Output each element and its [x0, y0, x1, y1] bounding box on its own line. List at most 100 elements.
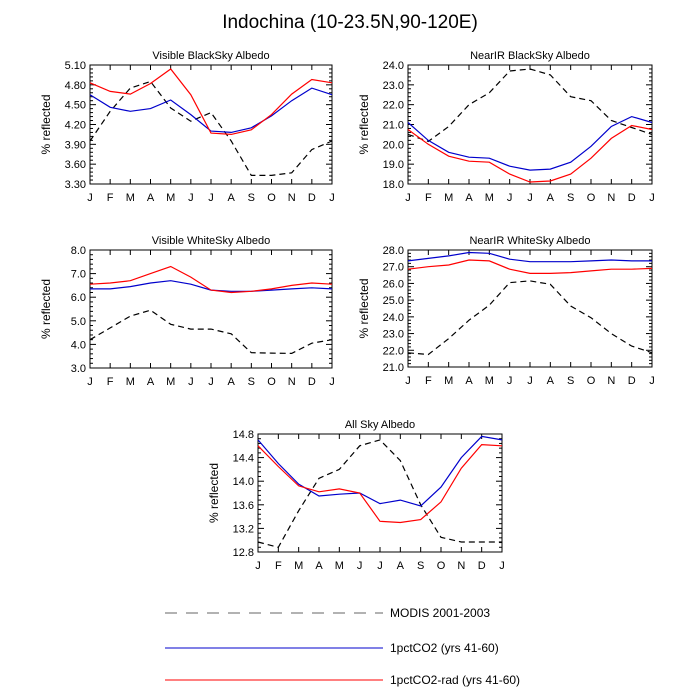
series-line-1 — [89, 80, 333, 176]
x-tick-label: J — [405, 192, 411, 204]
y-axis-label: % reflected — [39, 94, 53, 154]
panel-title: All Sky Albedo — [345, 419, 415, 431]
y-tick-label: 13.6 — [233, 500, 254, 512]
x-tick-label: F — [107, 376, 114, 388]
x-tick-label: S — [567, 375, 574, 387]
x-tick-label: A — [315, 560, 323, 572]
y-tick-label: 12.8 — [233, 547, 254, 559]
x-tick-label: J — [188, 192, 194, 204]
x-tick-label: J — [527, 192, 533, 204]
y-tick-label: 3.90 — [65, 139, 86, 151]
y-tick-label: 14.4 — [233, 453, 254, 465]
x-tick-label: J — [329, 192, 335, 204]
x-tick-label: J — [527, 375, 533, 387]
x-tick-label: S — [417, 560, 424, 572]
y-axis-label: % reflected — [39, 279, 53, 339]
x-tick-label: J — [208, 192, 214, 204]
y-tick-label: 23.0 — [383, 329, 404, 341]
x-tick-label: J — [329, 376, 335, 388]
x-tick-label: N — [288, 376, 296, 388]
x-tick-label: M — [444, 192, 453, 204]
series-line-1 — [407, 280, 653, 356]
y-tick-label: 18.0 — [383, 179, 404, 191]
x-tick-label: A — [547, 375, 555, 387]
x-tick-label: J — [507, 192, 513, 204]
y-axis-label: % reflected — [357, 94, 371, 154]
x-tick-label: O — [437, 560, 446, 572]
y-tick-label: 28.0 — [383, 245, 404, 257]
page-title: Indochina (10-23.5N,90-120E) — [222, 12, 478, 33]
x-tick-label: S — [248, 376, 255, 388]
y-tick-label: 27.0 — [383, 262, 404, 274]
x-tick-label: O — [267, 376, 276, 388]
x-tick-label: J — [507, 375, 513, 387]
plot-frame — [257, 433, 503, 553]
y-tick-label: 8.0 — [71, 245, 86, 257]
legend: MODIS 2001-2003 1pctCO2 (yrs 41-60) 1pctCO… — [165, 606, 520, 687]
plot-frame — [89, 64, 333, 185]
y-tick-label: 7.0 — [71, 269, 86, 281]
y-tick-label: 4.0 — [71, 339, 86, 351]
x-tick-label: S — [248, 192, 255, 204]
plot-frame — [89, 249, 333, 369]
y-tick-label: 25.0 — [383, 295, 404, 307]
panel-title: Visible WhiteSky Albedo — [152, 235, 270, 247]
y-tick-label: 26.0 — [383, 278, 404, 290]
y-tick-label: 22.0 — [383, 345, 404, 357]
y-tick-label: 24.0 — [383, 60, 404, 72]
series-line-1 — [89, 309, 333, 355]
x-tick-label: J — [377, 560, 383, 572]
x-tick-label: M — [444, 375, 453, 387]
x-tick-label: M — [485, 375, 494, 387]
x-tick-label: M — [126, 376, 135, 388]
series-line-3 — [407, 124, 653, 183]
x-tick-label: D — [308, 192, 316, 204]
y-tick-label: 21.0 — [383, 362, 404, 374]
x-tick-label: O — [267, 192, 276, 204]
x-tick-label: A — [465, 375, 473, 387]
x-tick-label: J — [357, 560, 363, 572]
legend-label-1: MODIS 2001-2003 — [390, 606, 490, 620]
x-tick-label: A — [227, 376, 235, 388]
y-tick-label: 3.0 — [71, 363, 86, 375]
x-tick-label: J — [87, 376, 93, 388]
x-tick-label: D — [478, 560, 486, 572]
x-tick-label: F — [275, 560, 282, 572]
panel-title: NearIR BlackSky Albedo — [470, 50, 590, 62]
y-tick-label: 22.0 — [383, 100, 404, 112]
y-tick-label: 5.0 — [71, 316, 86, 328]
x-tick-label: O — [587, 192, 596, 204]
x-tick-label: N — [288, 192, 296, 204]
series-line-3 — [257, 443, 503, 524]
x-tick-label: F — [425, 375, 432, 387]
x-tick-label: A — [547, 192, 555, 204]
y-tick-label: 21.0 — [383, 120, 404, 132]
x-tick-label: A — [147, 192, 155, 204]
x-tick-label: D — [308, 376, 316, 388]
x-tick-label: J — [188, 376, 194, 388]
x-tick-label: A — [397, 560, 405, 572]
x-tick-label: J — [255, 560, 261, 572]
series-line-2 — [257, 435, 503, 507]
y-tick-label: 5.10 — [65, 60, 86, 72]
y-tick-label: 14.0 — [233, 476, 254, 488]
x-tick-label: M — [485, 192, 494, 204]
y-axis-label: % reflected — [357, 278, 371, 338]
panel-title: Visible BlackSky Albedo — [152, 50, 269, 62]
x-tick-label: J — [87, 192, 93, 204]
x-tick-label: J — [499, 560, 505, 572]
x-tick-label: M — [126, 192, 135, 204]
series-line-1 — [407, 68, 653, 143]
x-tick-label: M — [294, 560, 303, 572]
y-tick-label: 19.0 — [383, 159, 404, 171]
x-tick-label: D — [628, 192, 636, 204]
series-line-2 — [407, 251, 652, 263]
y-tick-label: 23.0 — [383, 80, 404, 92]
legend-label-2: 1pctCO2 (yrs 41-60) — [390, 641, 499, 655]
x-tick-label: J — [405, 375, 411, 387]
series-line-3 — [407, 259, 653, 274]
